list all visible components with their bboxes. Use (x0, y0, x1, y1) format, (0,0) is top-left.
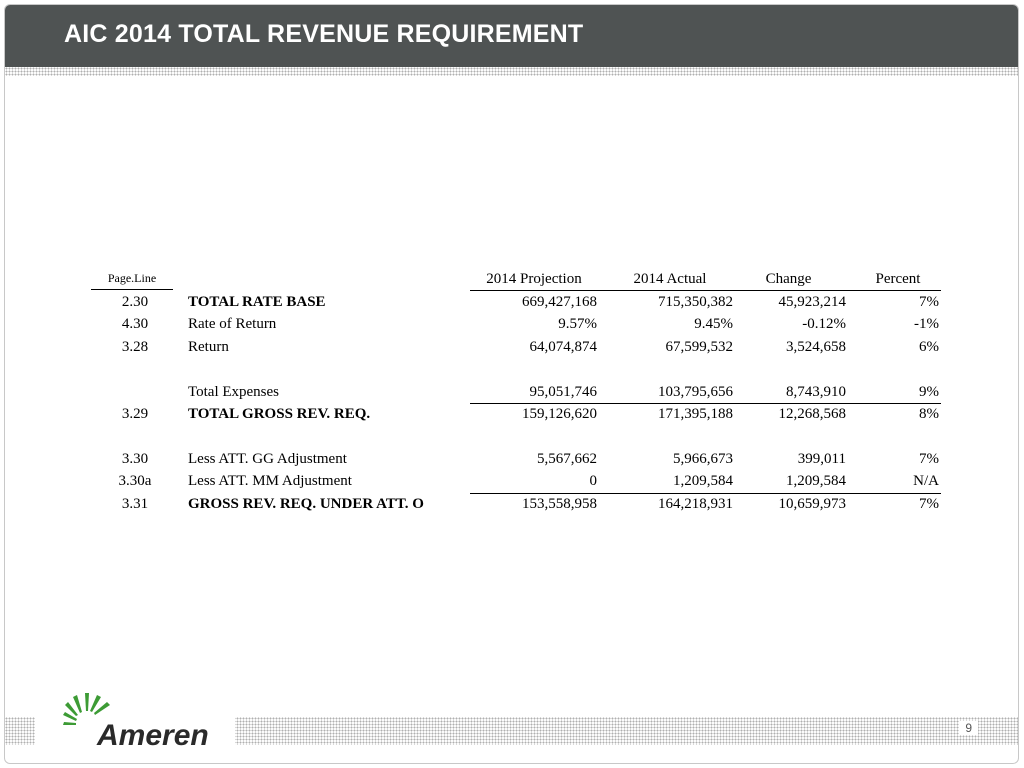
percent-cell: 7% (919, 495, 939, 512)
actual-cell: 9.45% (694, 316, 733, 333)
column-header-change: Change (765, 271, 812, 287)
column-header-projection: 2014 Projection (486, 271, 582, 287)
table-row: 3.29 TOTAL GROSS REV. REQ. 159,126,620 1… (91, 402, 943, 425)
page-line-cell: 3.31 (121, 495, 149, 512)
table-row: 2.30 TOTAL RATE BASE 669,427,168 715,350… (91, 291, 943, 313)
projection-cell: 9.57% (558, 316, 597, 333)
table-row: 3.30a Less ATT. MM Adjustment 0 1,209,58… (91, 470, 943, 492)
projection-cell: 5,567,662 (537, 450, 597, 467)
description-cell: TOTAL GROSS REV. REQ. (188, 405, 371, 422)
page-line-cell: 3.28 (121, 338, 149, 355)
page-number: 9 (959, 721, 978, 735)
table-row: 4.30 Rate of Return 9.57% 9.45% -0.12% -… (91, 313, 943, 335)
actual-cell: 67,599,532 (665, 338, 734, 355)
header-dotted-divider (5, 67, 1018, 76)
slide: AIC 2014 TOTAL REVENUE REQUIREMENT Page.… (4, 4, 1019, 764)
actual-cell: 1,209,584 (673, 473, 733, 490)
spacer-row (91, 358, 943, 380)
projection-cell: 153,558,958 (522, 495, 597, 512)
actual-cell: 715,350,382 (658, 294, 733, 310)
page-line-cell: 2.30 (121, 294, 149, 310)
table-row: Total Expenses 95,051,746 103,795,656 8,… (91, 381, 943, 403)
subtotal-line (470, 492, 941, 494)
ameren-sunburst-icon: Ameren (63, 693, 209, 752)
page-line-cell: 3.30a (118, 473, 152, 490)
header-underline (470, 290, 941, 291)
percent-cell: N/A (913, 473, 939, 490)
projection-cell: 0 (589, 473, 598, 490)
change-cell: 8,743,910 (786, 383, 846, 400)
column-header-percent: Percent (875, 271, 921, 287)
change-cell: 12,268,568 (778, 405, 847, 422)
percent-cell: 7% (919, 450, 939, 467)
description-cell: Return (188, 338, 229, 355)
description-cell: Less ATT. GG Adjustment (188, 450, 347, 467)
column-header-page-line: Page.Line (91, 267, 173, 290)
actual-cell: 103,795,656 (658, 383, 733, 400)
table-row: 3.31 GROSS REV. REQ. UNDER ATT. O 153,55… (91, 492, 943, 515)
description-cell: Total Expenses (188, 383, 280, 400)
spacer-row (91, 425, 943, 447)
page-line-cell: 4.30 (121, 316, 149, 333)
page-line-cell: 3.30 (121, 450, 149, 467)
description-cell: Less ATT. MM Adjustment (188, 473, 352, 490)
percent-cell: 8% (919, 405, 939, 422)
percent-cell: -1% (914, 316, 939, 333)
change-cell: 3,524,658 (786, 338, 846, 355)
logo-background (35, 685, 235, 755)
logo-wordmark: Ameren (96, 719, 209, 749)
actual-cell: 5,966,673 (673, 450, 733, 467)
actual-cell: 171,395,188 (658, 405, 733, 422)
projection-cell: 669,427,168 (522, 294, 597, 310)
change-cell: 1,209,584 (786, 473, 846, 490)
column-header-actual: 2014 Actual (633, 271, 707, 287)
projection-cell: 64,074,874 (529, 338, 598, 355)
page-line-cell: 3.29 (121, 405, 149, 422)
revenue-table: Page.Line 2014 Projection 2014 Actual Ch… (91, 267, 943, 515)
percent-cell: 7% (919, 294, 939, 310)
change-cell: 10,659,973 (778, 495, 847, 512)
projection-cell: 159,126,620 (522, 405, 597, 422)
slide-title: AIC 2014 TOTAL REVENUE REQUIREMENT (64, 20, 584, 48)
change-cell: 45,923,214 (778, 294, 847, 310)
table-row: 3.30 Less ATT. GG Adjustment 5,567,662 5… (91, 448, 943, 470)
description-cell: GROSS REV. REQ. UNDER ATT. O (188, 495, 424, 512)
subtotal-line (470, 402, 941, 404)
ameren-logo: Ameren (63, 691, 213, 754)
table-row: 3.28 Return 64,074,874 67,599,532 3,524,… (91, 336, 943, 358)
percent-cell: 9% (919, 383, 939, 400)
description-cell: TOTAL RATE BASE (188, 294, 326, 310)
header-bar: AIC 2014 TOTAL REVENUE REQUIREMENT (5, 5, 1018, 67)
actual-cell: 164,218,931 (658, 495, 733, 512)
percent-cell: 6% (919, 338, 939, 355)
change-cell: -0.12% (802, 316, 846, 333)
description-cell: Rate of Return (188, 316, 277, 333)
projection-cell: 95,051,746 (529, 383, 598, 400)
table-header-row: Page.Line 2014 Projection 2014 Actual Ch… (91, 267, 943, 291)
change-cell: 399,011 (797, 450, 846, 467)
